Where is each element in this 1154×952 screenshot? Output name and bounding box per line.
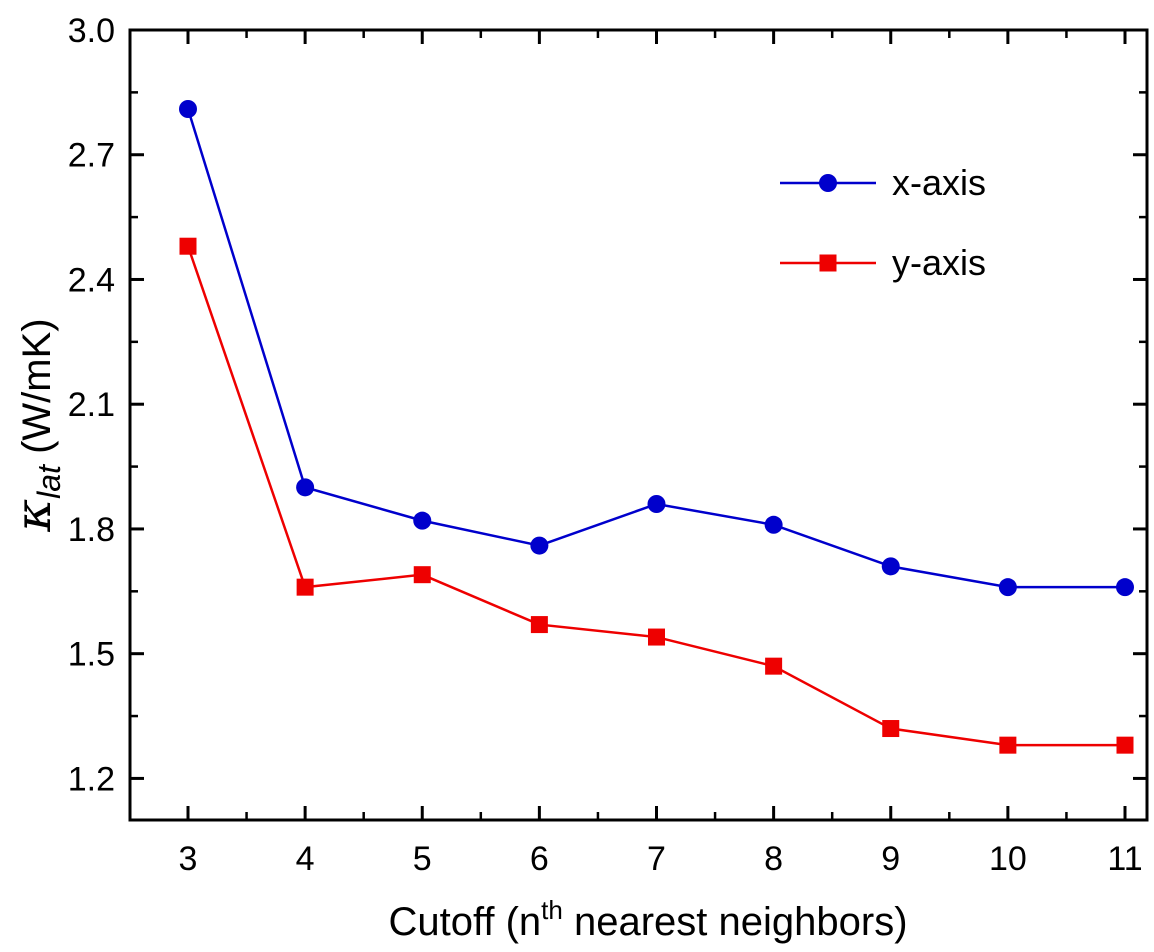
y-axis-label: κlat (W/mK): [4, 318, 67, 532]
legend-label-x-axis: x-axis: [892, 162, 986, 203]
data-point-y-axis: [179, 237, 197, 255]
x-axis-label: Cutoff (nth nearest neighbors): [388, 895, 907, 944]
x-tick-label: 7: [647, 840, 666, 878]
data-point-x-axis: [881, 557, 900, 576]
y-tick-label: 3.0: [68, 12, 115, 50]
x-tick-label: 9: [881, 840, 900, 878]
data-point-x-axis: [530, 536, 549, 555]
data-point-y-axis: [765, 657, 783, 675]
y-tick-label: 2.1: [68, 386, 115, 424]
y-tick-labels: 1.2 1.5 1.8 2.1 2.4 2.7 3.0: [68, 12, 115, 798]
data-point-x-axis: [179, 100, 197, 118]
data-point-y-axis: [882, 720, 900, 738]
x-tick-label: 6: [530, 840, 549, 878]
x-tick-label: 11: [1107, 840, 1142, 878]
data-point-y-axis: [1116, 736, 1134, 754]
x-tick-labels: 3 4 5 6 7 8 9 10 11: [179, 840, 1143, 878]
x-tick-label: 3: [179, 840, 198, 878]
x-tick-label: 4: [296, 840, 315, 878]
y-tick-label: 2.7: [68, 137, 115, 175]
data-point-y-axis: [648, 628, 665, 646]
data-point-y-axis: [999, 736, 1017, 754]
plot-frame: [128, 28, 1149, 822]
data-point-x-axis: [1116, 578, 1134, 597]
data-point-x-axis: [647, 495, 666, 513]
data-point-x-axis: [296, 478, 315, 497]
y-tick-label: 1.2: [68, 760, 115, 798]
legend-marker-y-axis: [819, 254, 837, 272]
y-tick-label: 2.4: [68, 261, 115, 299]
legend-marker-x-axis: [819, 174, 837, 192]
x-tick-label: 5: [413, 840, 432, 878]
data-point-x-axis: [998, 578, 1017, 597]
x-tick-label: 10: [989, 840, 1027, 878]
data-point-y-axis: [413, 566, 431, 584]
x-tick-label: 8: [764, 840, 783, 878]
y-tick-label: 1.8: [68, 511, 115, 549]
data-point-y-axis: [530, 616, 548, 634]
legend-label-y-axis: y-axis: [892, 242, 986, 283]
data-point-x-axis: [764, 515, 783, 534]
axis-ticks: [130, 28, 1147, 820]
series-layer: [179, 100, 1134, 754]
data-point-x-axis: [413, 511, 432, 530]
legend: x-axis y-axis: [780, 162, 986, 283]
data-point-y-axis: [296, 578, 314, 596]
y-tick-label: 1.5: [68, 636, 115, 674]
